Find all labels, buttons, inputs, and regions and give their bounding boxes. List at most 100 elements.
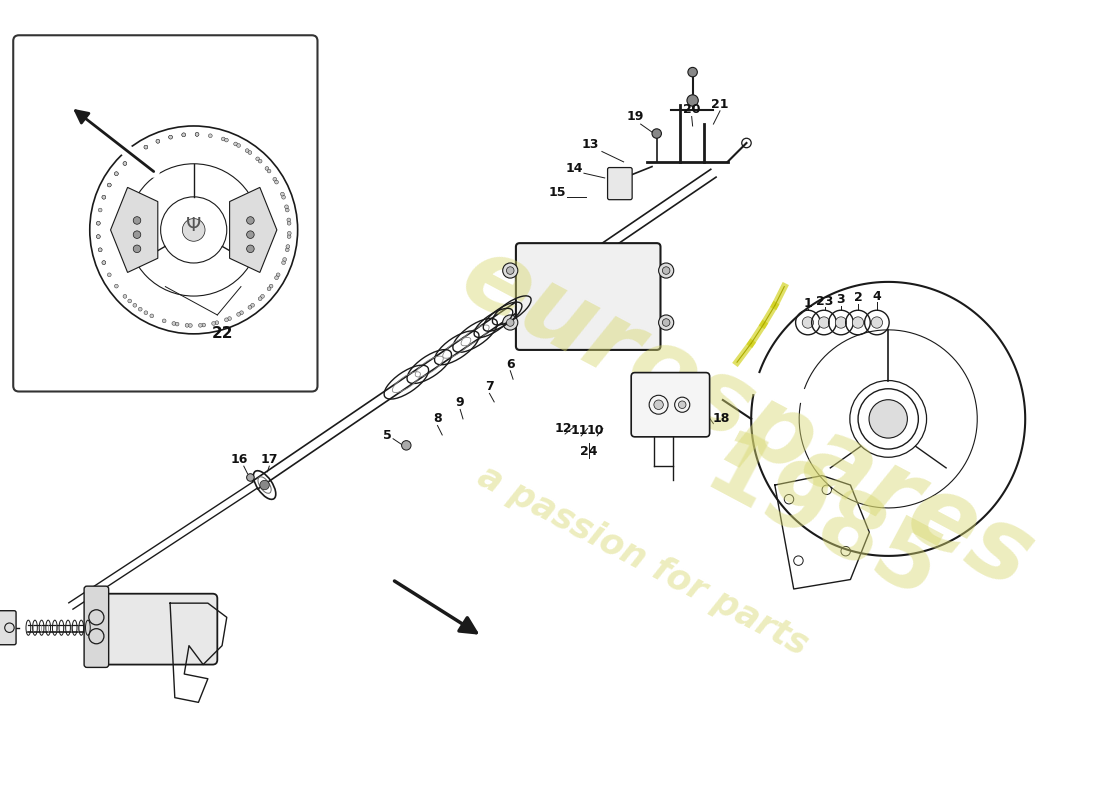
Circle shape bbox=[652, 129, 661, 138]
Circle shape bbox=[123, 162, 126, 166]
Text: 9: 9 bbox=[455, 396, 464, 410]
Circle shape bbox=[260, 480, 270, 490]
Circle shape bbox=[287, 234, 292, 238]
Circle shape bbox=[114, 172, 118, 176]
Circle shape bbox=[108, 183, 111, 187]
Circle shape bbox=[280, 192, 284, 196]
Circle shape bbox=[287, 222, 292, 225]
Circle shape bbox=[168, 135, 173, 139]
Circle shape bbox=[270, 284, 273, 288]
Circle shape bbox=[198, 323, 202, 327]
Circle shape bbox=[221, 137, 226, 141]
Circle shape bbox=[150, 314, 154, 318]
Text: 5: 5 bbox=[383, 430, 392, 442]
Circle shape bbox=[245, 149, 249, 153]
FancyBboxPatch shape bbox=[607, 167, 632, 200]
Circle shape bbox=[835, 317, 847, 328]
Circle shape bbox=[123, 294, 126, 298]
Circle shape bbox=[175, 322, 179, 326]
Circle shape bbox=[236, 143, 241, 147]
Circle shape bbox=[267, 287, 271, 290]
Circle shape bbox=[402, 441, 411, 450]
Circle shape bbox=[869, 400, 907, 438]
Circle shape bbox=[659, 263, 673, 278]
Text: 8: 8 bbox=[433, 412, 442, 426]
Circle shape bbox=[233, 142, 238, 146]
Circle shape bbox=[102, 261, 106, 265]
Circle shape bbox=[97, 234, 100, 238]
Circle shape bbox=[246, 474, 254, 482]
Circle shape bbox=[267, 169, 271, 173]
Polygon shape bbox=[111, 187, 157, 273]
Text: 24: 24 bbox=[580, 446, 597, 458]
Text: 1985: 1985 bbox=[691, 425, 954, 621]
Circle shape bbox=[282, 261, 286, 265]
Circle shape bbox=[248, 150, 252, 154]
Circle shape bbox=[871, 317, 882, 328]
Text: 22: 22 bbox=[211, 326, 233, 342]
FancyBboxPatch shape bbox=[85, 594, 218, 665]
FancyBboxPatch shape bbox=[84, 586, 109, 667]
Text: 16: 16 bbox=[230, 453, 248, 466]
FancyBboxPatch shape bbox=[631, 373, 710, 437]
Circle shape bbox=[285, 248, 289, 252]
Circle shape bbox=[214, 321, 219, 325]
Circle shape bbox=[503, 315, 518, 330]
Circle shape bbox=[185, 323, 189, 327]
Circle shape bbox=[261, 294, 264, 298]
Circle shape bbox=[246, 231, 254, 238]
Circle shape bbox=[256, 157, 260, 161]
Circle shape bbox=[285, 205, 288, 209]
Circle shape bbox=[287, 231, 292, 235]
Circle shape bbox=[211, 322, 216, 326]
Circle shape bbox=[258, 297, 262, 301]
Circle shape bbox=[285, 208, 289, 212]
Circle shape bbox=[102, 195, 106, 199]
Circle shape bbox=[183, 218, 205, 242]
Text: 2: 2 bbox=[854, 291, 862, 305]
Circle shape bbox=[228, 317, 231, 321]
Text: 13: 13 bbox=[582, 138, 600, 151]
Circle shape bbox=[182, 133, 186, 137]
Circle shape bbox=[108, 273, 111, 277]
Circle shape bbox=[818, 317, 829, 328]
Circle shape bbox=[224, 318, 229, 322]
Circle shape bbox=[156, 139, 160, 143]
Circle shape bbox=[133, 231, 141, 238]
Circle shape bbox=[144, 146, 147, 149]
Circle shape bbox=[108, 183, 111, 187]
Circle shape bbox=[123, 162, 126, 166]
Circle shape bbox=[133, 153, 136, 157]
Circle shape bbox=[97, 222, 100, 225]
Circle shape bbox=[195, 133, 199, 136]
FancyBboxPatch shape bbox=[13, 35, 318, 391]
Circle shape bbox=[686, 94, 698, 106]
Circle shape bbox=[251, 303, 254, 307]
Circle shape bbox=[275, 180, 278, 184]
Circle shape bbox=[653, 400, 663, 410]
Text: 7: 7 bbox=[485, 380, 494, 394]
Circle shape bbox=[168, 135, 173, 139]
Text: 18: 18 bbox=[713, 412, 729, 426]
Circle shape bbox=[240, 311, 243, 314]
Text: 21: 21 bbox=[712, 98, 729, 110]
Circle shape bbox=[662, 266, 670, 274]
Circle shape bbox=[156, 139, 160, 143]
Circle shape bbox=[128, 299, 132, 303]
Text: 15: 15 bbox=[549, 186, 566, 198]
Circle shape bbox=[659, 315, 673, 330]
Circle shape bbox=[208, 134, 212, 138]
Circle shape bbox=[283, 258, 286, 262]
Text: 6: 6 bbox=[506, 358, 515, 370]
Circle shape bbox=[114, 172, 118, 176]
Circle shape bbox=[98, 248, 102, 252]
Circle shape bbox=[248, 306, 252, 309]
Circle shape bbox=[172, 322, 176, 326]
Text: 12: 12 bbox=[554, 422, 572, 435]
Circle shape bbox=[287, 218, 290, 222]
Circle shape bbox=[188, 323, 192, 327]
Circle shape bbox=[163, 319, 166, 322]
FancyBboxPatch shape bbox=[516, 243, 660, 350]
Circle shape bbox=[98, 248, 102, 252]
Polygon shape bbox=[230, 187, 277, 273]
